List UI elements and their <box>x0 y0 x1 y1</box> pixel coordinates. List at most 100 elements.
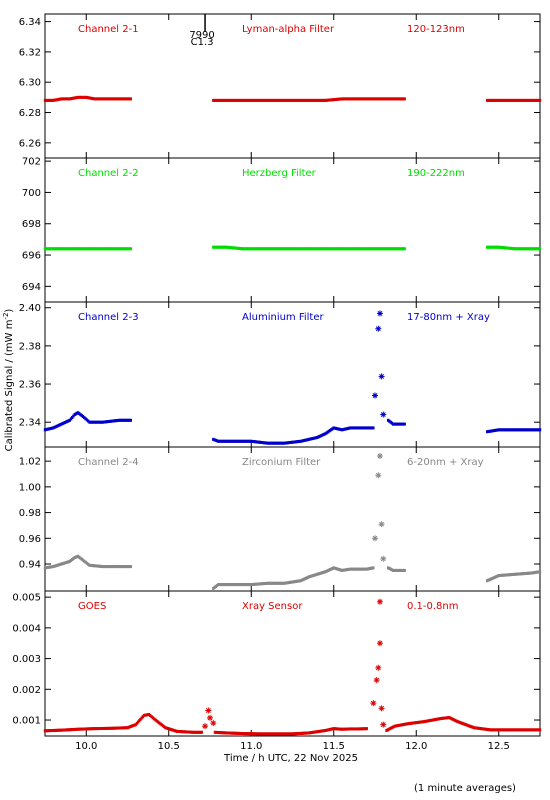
footnote: (1 minute averages) <box>414 783 516 794</box>
flare-point-d2 <box>377 310 383 316</box>
flare-point <box>376 310 383 317</box>
data-point <box>111 247 114 251</box>
flare-point <box>375 472 382 479</box>
flare-point-d2 <box>380 556 386 562</box>
data-point <box>403 568 406 572</box>
data-point <box>68 418 71 422</box>
panel-2: 694 696 698 700 702 Channel 2-2 Herzberg Filte… <box>22 157 542 303</box>
flare-point-d2 <box>372 535 378 541</box>
data-point <box>84 417 87 421</box>
x-tick-label: 10.0 <box>75 741 97 752</box>
data-point <box>76 411 80 415</box>
data-point <box>388 419 391 423</box>
panel-label: 190-222nm <box>407 168 465 179</box>
flare-point <box>370 700 377 707</box>
panel-label: 6-20nm + Xray <box>407 457 484 468</box>
y-tick-label: 6.30 <box>19 78 41 89</box>
flare-point-d2 <box>380 722 386 728</box>
data-point <box>215 439 219 443</box>
data-point <box>91 420 95 424</box>
data-point <box>538 98 542 102</box>
data-point <box>401 568 404 572</box>
flare-point <box>380 411 387 418</box>
y-tick-label: 0.004 <box>12 623 41 634</box>
data-point <box>216 98 220 102</box>
y-tick-label: 0.003 <box>12 654 41 665</box>
panel-label: 120-123nm <box>407 24 465 35</box>
panel-label: 17-80nm + Xray <box>407 312 490 323</box>
x-tick-label: 10.5 <box>158 741 180 752</box>
data-point <box>212 586 215 590</box>
data-point <box>213 438 216 442</box>
y-tick-label: 700 <box>22 188 41 199</box>
data-point <box>97 420 101 424</box>
data-point <box>80 557 83 561</box>
data-point <box>403 422 406 426</box>
panel-label: Aluminium Filter <box>242 312 325 323</box>
panel-label: Channel 2-3 <box>78 312 139 323</box>
event-label-top: 7990 <box>189 30 214 41</box>
flare-point-d2 <box>202 723 208 729</box>
event-label-bottom: C1.3 <box>191 37 214 48</box>
y-tick-label: 0.98 <box>19 508 41 519</box>
data-point <box>119 247 123 251</box>
flare-point <box>373 677 380 684</box>
data-point <box>129 97 132 101</box>
panel-label: Xray Sensor <box>242 601 303 612</box>
flare-point-d2 <box>205 708 211 713</box>
data-point <box>129 247 132 251</box>
data-point <box>122 247 125 251</box>
flare-point-d2 <box>375 472 381 478</box>
event-marker: 7990 C1.3 <box>189 14 215 48</box>
data-point <box>161 724 165 728</box>
data-point <box>87 419 90 423</box>
panel-3: 2.34 2.36 2.38 2.40 Channel 2-3 Aluminium Fil… <box>19 301 542 448</box>
data-point <box>83 559 86 563</box>
data-point <box>78 412 81 416</box>
y-axis-label-end: ) <box>4 309 15 313</box>
data-point <box>163 725 166 729</box>
y-tick-label: 2.40 <box>19 303 41 314</box>
data-point <box>393 97 397 101</box>
data-point <box>72 557 75 561</box>
flare-point <box>375 325 382 332</box>
data-point <box>214 438 217 442</box>
flare-point-d2 <box>379 373 385 379</box>
data-point <box>402 422 405 426</box>
data-point <box>123 247 126 251</box>
data-point <box>200 730 203 734</box>
panel-5: 0.001 0.002 0.003 0.004 0.005 10.0 10.5 11.0 11.… <box>12 590 542 752</box>
flare-point <box>380 555 387 562</box>
y-tick-label: 0.002 <box>12 685 41 696</box>
data-point <box>151 716 155 720</box>
x-axis-label: Time / h UTC, 22 Nov 2025 <box>223 753 358 764</box>
data-point <box>404 722 407 726</box>
data-point <box>112 247 115 251</box>
flare-point-d2 <box>375 326 381 332</box>
flare-point-d2 <box>377 453 383 459</box>
y-tick-label: 6.32 <box>19 47 41 58</box>
data-point <box>120 247 124 251</box>
data-point <box>69 558 73 562</box>
data-point <box>69 417 73 421</box>
data-point <box>129 418 132 422</box>
data-point <box>156 720 160 724</box>
y-tick-label: 0.001 <box>12 716 41 727</box>
data-point <box>78 555 81 559</box>
data-point <box>85 418 89 422</box>
y-tick-label: 694 <box>22 282 41 293</box>
data-point <box>389 567 392 571</box>
data-point <box>83 416 86 420</box>
flare-point-d2 <box>377 640 383 646</box>
data-point <box>390 421 394 425</box>
y-tick-label: 2.38 <box>19 341 41 352</box>
data-point <box>127 247 130 251</box>
data-point <box>399 247 403 251</box>
data-point <box>388 567 391 570</box>
data-point <box>215 584 219 588</box>
flare-point-d2 <box>370 700 376 706</box>
panel-label: Lyman-alpha Filter <box>242 24 335 35</box>
data-point <box>402 568 405 572</box>
data-point <box>372 426 375 430</box>
